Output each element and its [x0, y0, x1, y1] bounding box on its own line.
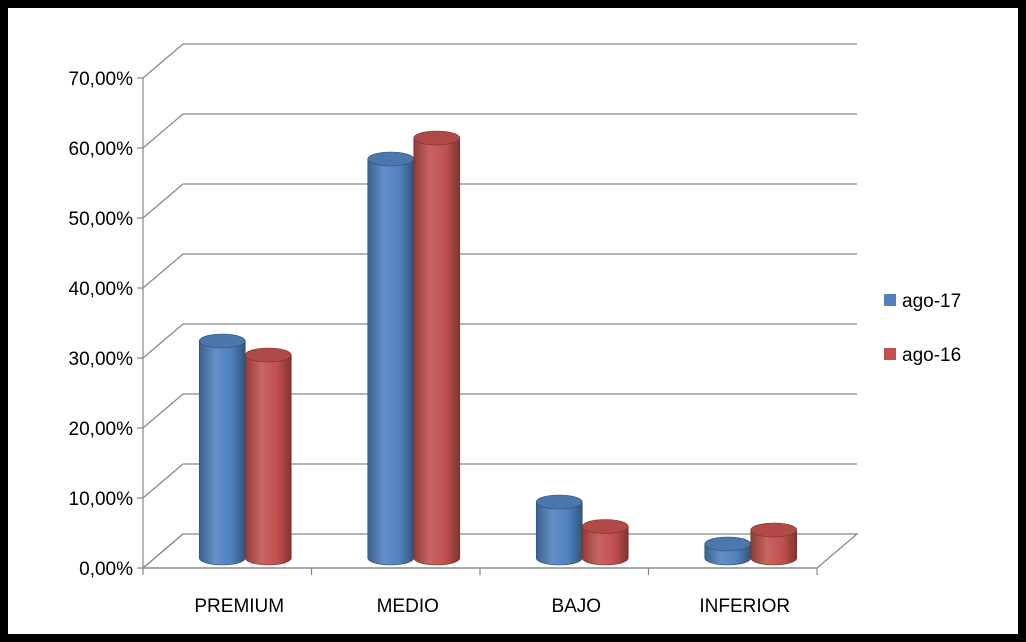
gridline-diagonal [142, 463, 184, 499]
gridline-diagonal [142, 253, 184, 289]
y-tick-label: 60,00% [69, 139, 134, 160]
y-tick-label: 20,00% [69, 419, 134, 440]
y-tick-label: 40,00% [69, 279, 134, 300]
legend: ago-17 ago-16 [884, 291, 961, 366]
bar-body [535, 501, 583, 566]
gridline-diagonal [142, 393, 184, 429]
gridline-diagonal [142, 323, 184, 359]
bar-top [244, 347, 292, 363]
gridline-diagonal [142, 533, 184, 569]
gridline-diagonal [142, 183, 184, 219]
x-category-label: MEDIO [377, 596, 439, 617]
legend-label: ago-16 [902, 345, 961, 366]
bar-body [198, 340, 246, 566]
bar-top [535, 494, 583, 510]
bar-ago-16-INFERIOR [750, 522, 798, 566]
y-tick-label: 10,00% [69, 489, 134, 510]
gridline-diagonal [142, 43, 184, 79]
x-category-label: BAJO [551, 596, 601, 617]
gridline-diagonal [142, 113, 184, 149]
bar-body [244, 354, 292, 566]
gridlines [142, 43, 857, 569]
bar-top [704, 536, 752, 552]
y-tick-label: 70,00% [69, 69, 134, 90]
bar-top [367, 151, 415, 167]
legend-swatch [884, 294, 896, 306]
x-category-label: INFERIOR [699, 596, 790, 617]
bar-top [413, 130, 461, 146]
y-tick-label: 0,00% [79, 559, 133, 580]
bar-ago-17-INFERIOR [704, 536, 752, 566]
bar-top [581, 519, 629, 534]
y-axis: 0,00% 10,00% 20,00% 30,00% 40,00% 50,00% 60,00… [69, 69, 144, 580]
bar-ago-17-MEDIO [367, 151, 415, 566]
y-tick-label: 50,00% [69, 209, 134, 230]
bar-ago-16-PREMIUM [244, 347, 292, 566]
legend-label: ago-17 [902, 291, 961, 312]
bar-body [750, 529, 798, 566]
bar-ago-16-MEDIO [413, 130, 461, 566]
legend-swatch [884, 348, 896, 360]
bar-body [581, 526, 629, 566]
y-tick-label: 30,00% [69, 349, 134, 370]
bar-top [750, 522, 798, 538]
bar-ago-17-BAJO [535, 494, 583, 566]
bar-body [413, 137, 461, 566]
x-axis: PREMIUM MEDIO BAJO INFERIOR [142, 567, 818, 617]
bar-ago-16-BAJO [581, 519, 629, 566]
bar-body [367, 158, 415, 566]
bar-top [198, 333, 246, 349]
x-category-label: PREMIUM [194, 596, 284, 617]
bars [198, 130, 798, 566]
bar-ago-17-PREMIUM [198, 333, 246, 566]
